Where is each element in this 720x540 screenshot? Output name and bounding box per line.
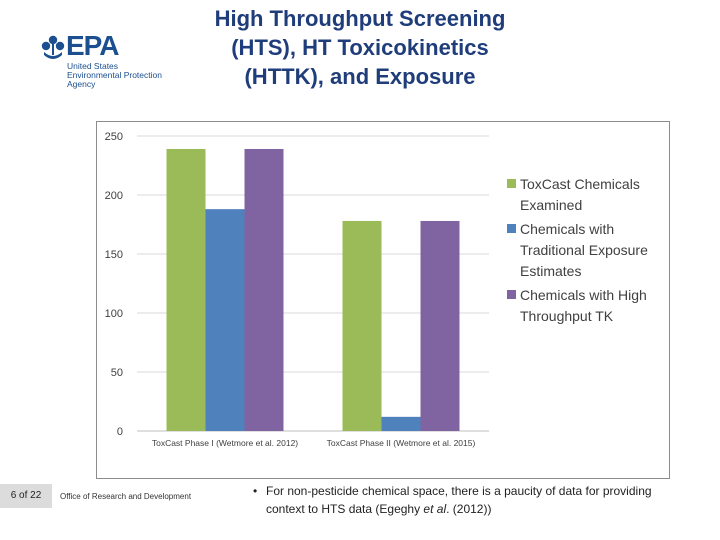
bar	[205, 209, 245, 431]
logo-subtitle: United States Environmental Protection A…	[67, 62, 187, 89]
x-category-label: ToxCast Phase I (Wetmore et al. 2012)	[152, 438, 298, 448]
bullet-point: • For non-pesticide chemical space, ther…	[253, 482, 693, 518]
y-tick-label: 100	[105, 308, 123, 320]
y-tick-label: 200	[105, 190, 123, 202]
logo-wordmark: EPA	[66, 30, 119, 61]
legend-label: Chemicals with High Throughput TK	[520, 287, 647, 324]
legend-label-line: Chemicals with High	[520, 287, 647, 303]
legend-label-line: Chemicals with	[520, 221, 614, 237]
legend-swatch	[507, 179, 516, 188]
legend-label-line: Examined	[520, 197, 582, 213]
legend-label: ToxCast Chemicals Examined	[520, 176, 640, 213]
legend-label-line: Traditional Exposure	[520, 242, 648, 258]
y-tick-label: 0	[117, 426, 123, 438]
bullet-text-italic: et al	[423, 502, 447, 516]
office-label: Office of Research and Development	[60, 492, 192, 501]
x-category-label: ToxCast Phase II (Wetmore et al. 2015)	[327, 438, 476, 448]
bar-chart: 0 50 100 150 200 250 ToxCast Phase I (Wetmore…	[96, 121, 670, 479]
y-tick-label: 150	[105, 249, 123, 261]
slide-title: High Throughput Screening (HTS), HT Toxi…	[180, 4, 540, 91]
legend-swatch	[507, 224, 516, 233]
legend-swatch	[507, 290, 516, 299]
page-number: 6 of 22	[0, 484, 52, 508]
logo-subtitle-line: United States	[67, 61, 119, 71]
bar	[166, 148, 206, 432]
slide-title-line: (HTS), HT Toxicokinetics	[231, 35, 489, 60]
logo-subtitle-line: Agency	[67, 79, 96, 89]
legend-label-line: ToxCast Chemicals	[520, 176, 640, 192]
bar	[381, 416, 421, 431]
bar-chart-svg: 0 50 100 150 200 250 ToxCast Phase I (Wetmore…	[105, 131, 648, 448]
bar	[244, 148, 284, 432]
legend-label-line: Estimates	[520, 263, 581, 279]
epa-logo: EPA United States Environmental Protecti…	[40, 30, 180, 90]
legend-label-line: Throughput TK	[520, 308, 614, 324]
legend-label: Chemicals with Traditional Exposure Estima…	[520, 221, 648, 279]
bullet-icon: •	[253, 484, 258, 498]
slide-title-line: (HTTK), and Exposure	[244, 64, 476, 89]
logo-subtitle-line: Environmental Protection	[67, 70, 162, 80]
bar	[420, 220, 460, 431]
bullet-text-main: For non-pesticide chemical space, there …	[266, 484, 652, 516]
epa-flower-icon	[41, 35, 65, 59]
bar	[342, 220, 382, 431]
y-tick-label: 50	[111, 367, 123, 379]
slide-title-line: High Throughput Screening	[214, 6, 506, 31]
bullet-text: For non-pesticide chemical space, there …	[253, 482, 693, 518]
y-tick-label: 250	[105, 131, 123, 143]
bullet-text-end: . (2012))	[446, 502, 492, 516]
